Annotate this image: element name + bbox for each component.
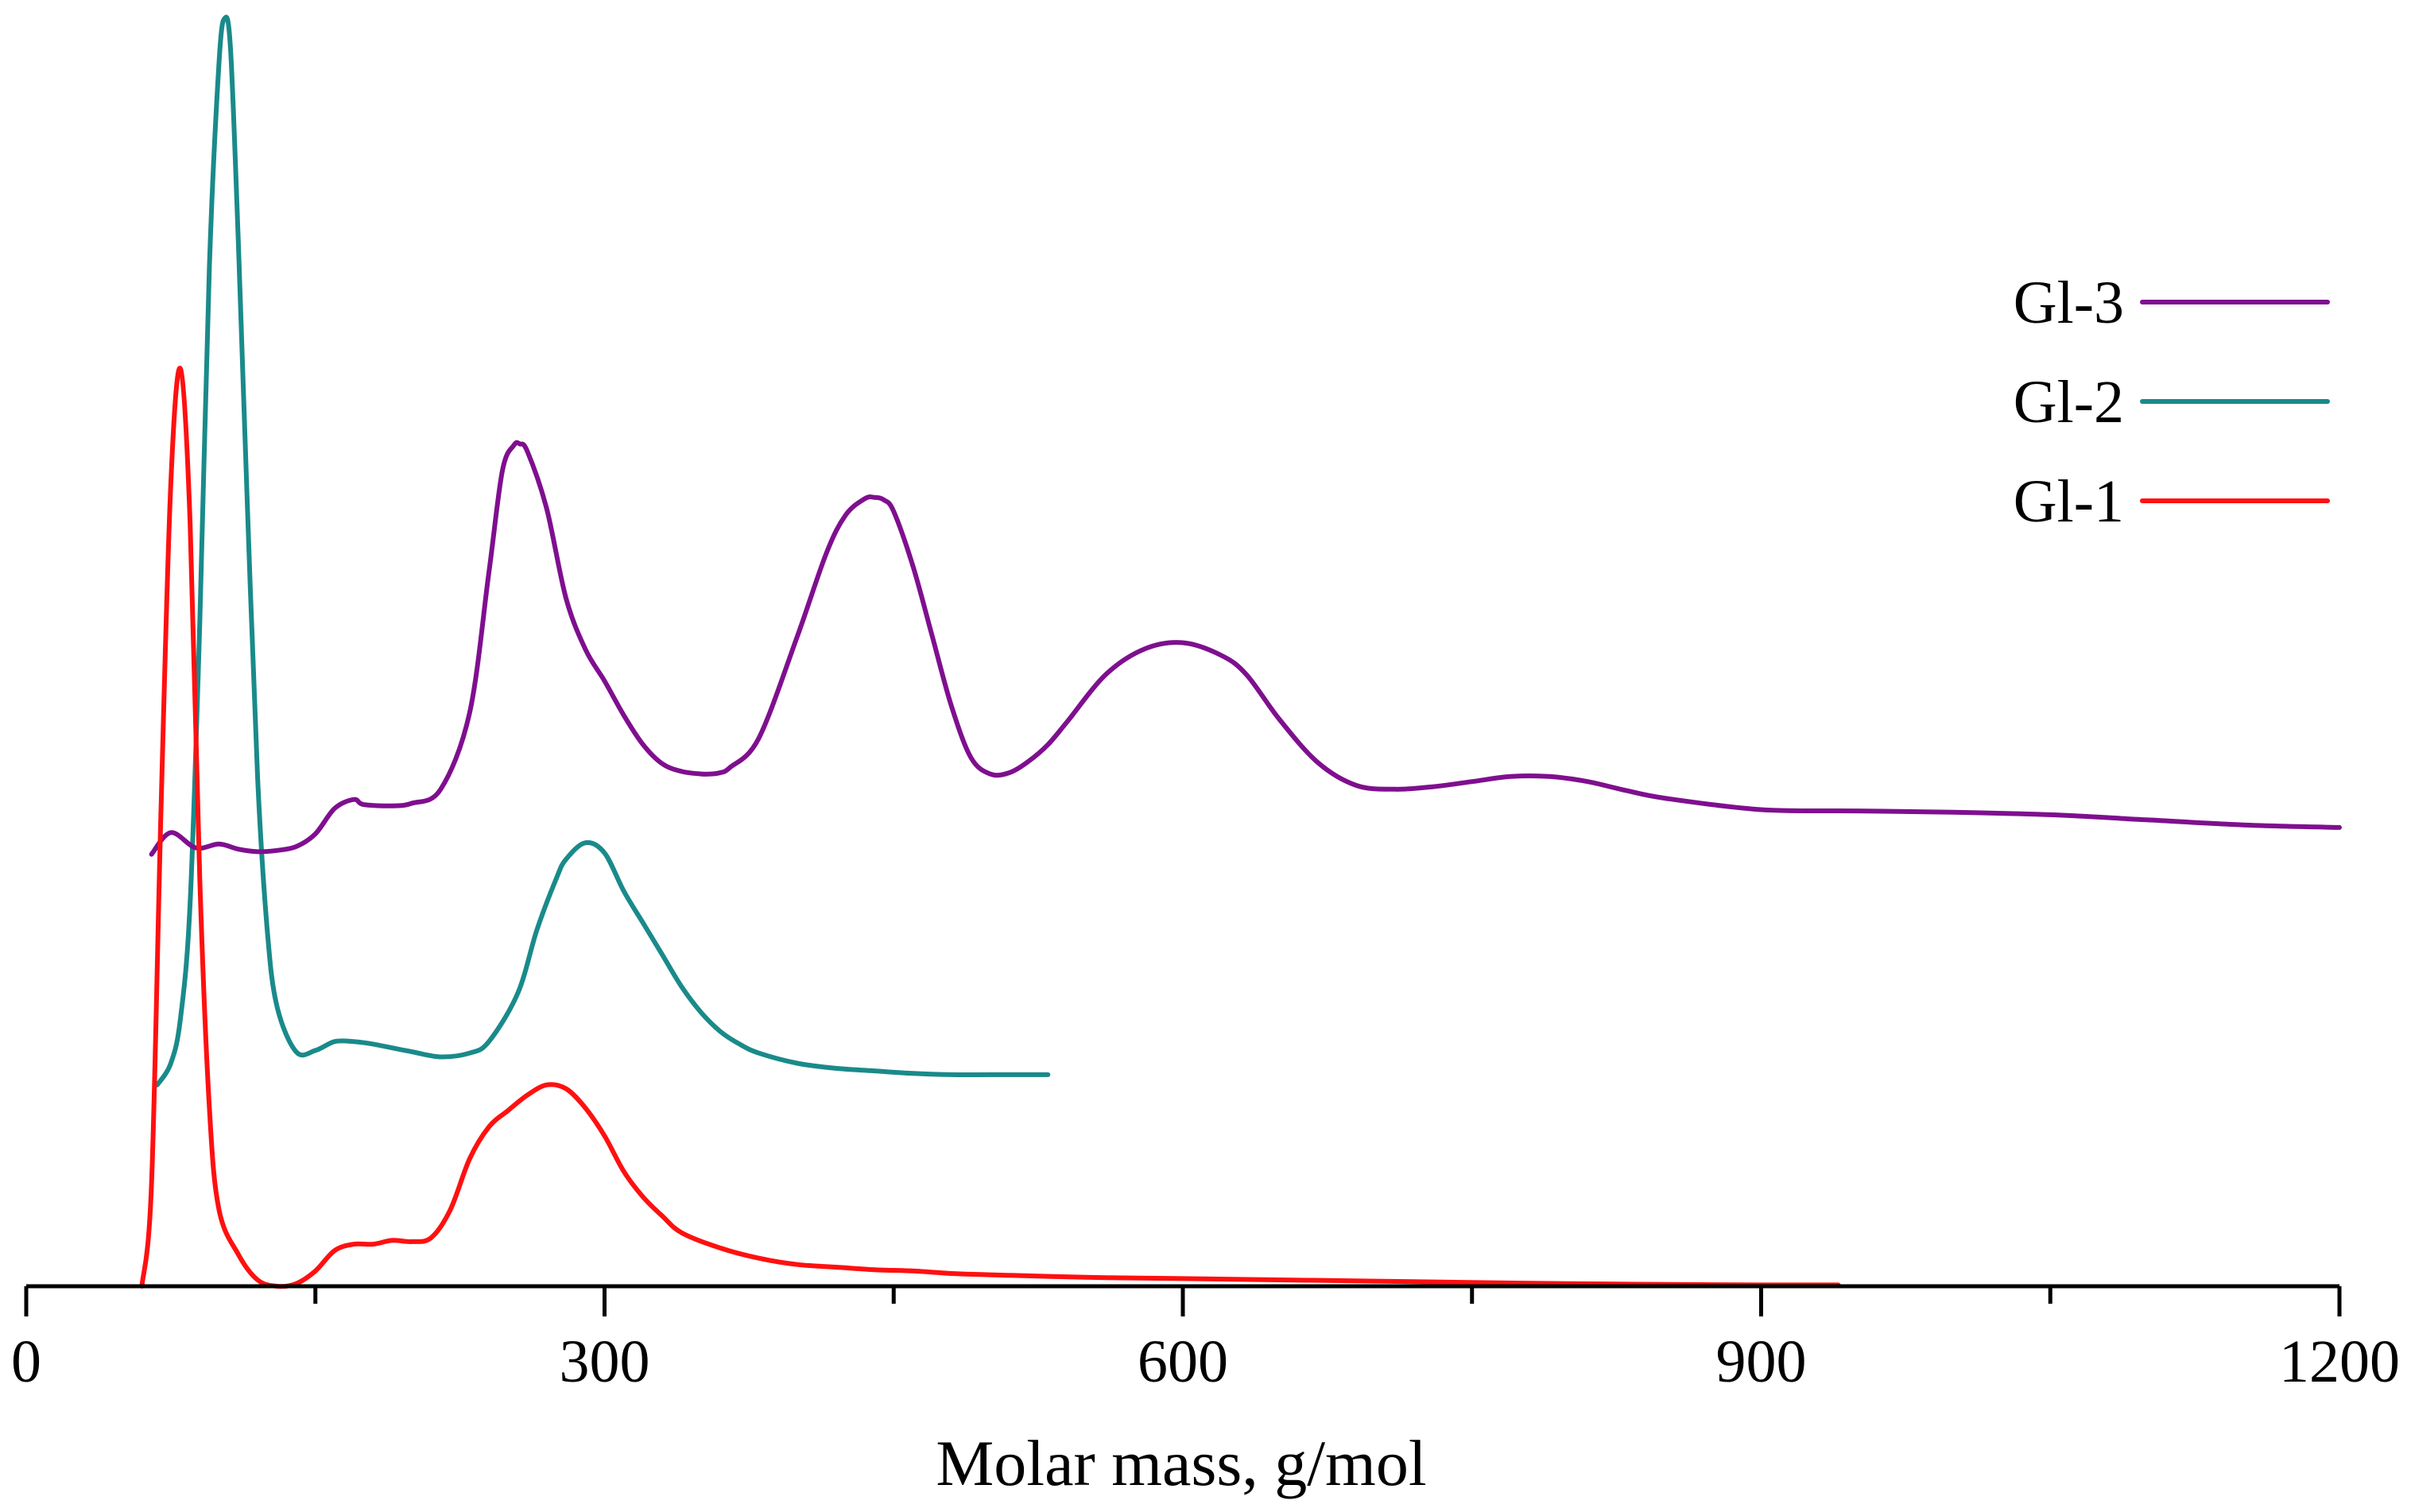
x-tick-label: 300 — [560, 1328, 650, 1395]
legend-item-gl-1: Gl-1 — [2014, 468, 2330, 535]
x-tick-label: 1200 — [2279, 1328, 2400, 1395]
series-layer — [139, 14, 2342, 1289]
x-tick-label: 900 — [1716, 1328, 1807, 1395]
series-line-gl-1 — [139, 366, 1841, 1289]
x-axis-ticks: 0 300 600 900 1200 — [11, 1286, 2400, 1395]
legend: Gl-3 Gl-2 Gl-1 — [2014, 269, 2330, 535]
legend-label: Gl-2 — [2014, 369, 2124, 436]
x-tick-label: 0 — [11, 1328, 41, 1395]
legend-item-gl-2: Gl-2 — [2014, 369, 2330, 436]
legend-label: Gl-1 — [2014, 468, 2124, 535]
x-axis-title: Molar mass, g/mol — [936, 1427, 1426, 1499]
x-tick-label: 600 — [1138, 1328, 1228, 1395]
series-line-gl-2 — [154, 14, 1051, 1087]
series-line-gl-3 — [149, 440, 2342, 857]
legend-label: Gl-3 — [2014, 269, 2124, 336]
legend-item-gl-3: Gl-3 — [2014, 269, 2330, 336]
